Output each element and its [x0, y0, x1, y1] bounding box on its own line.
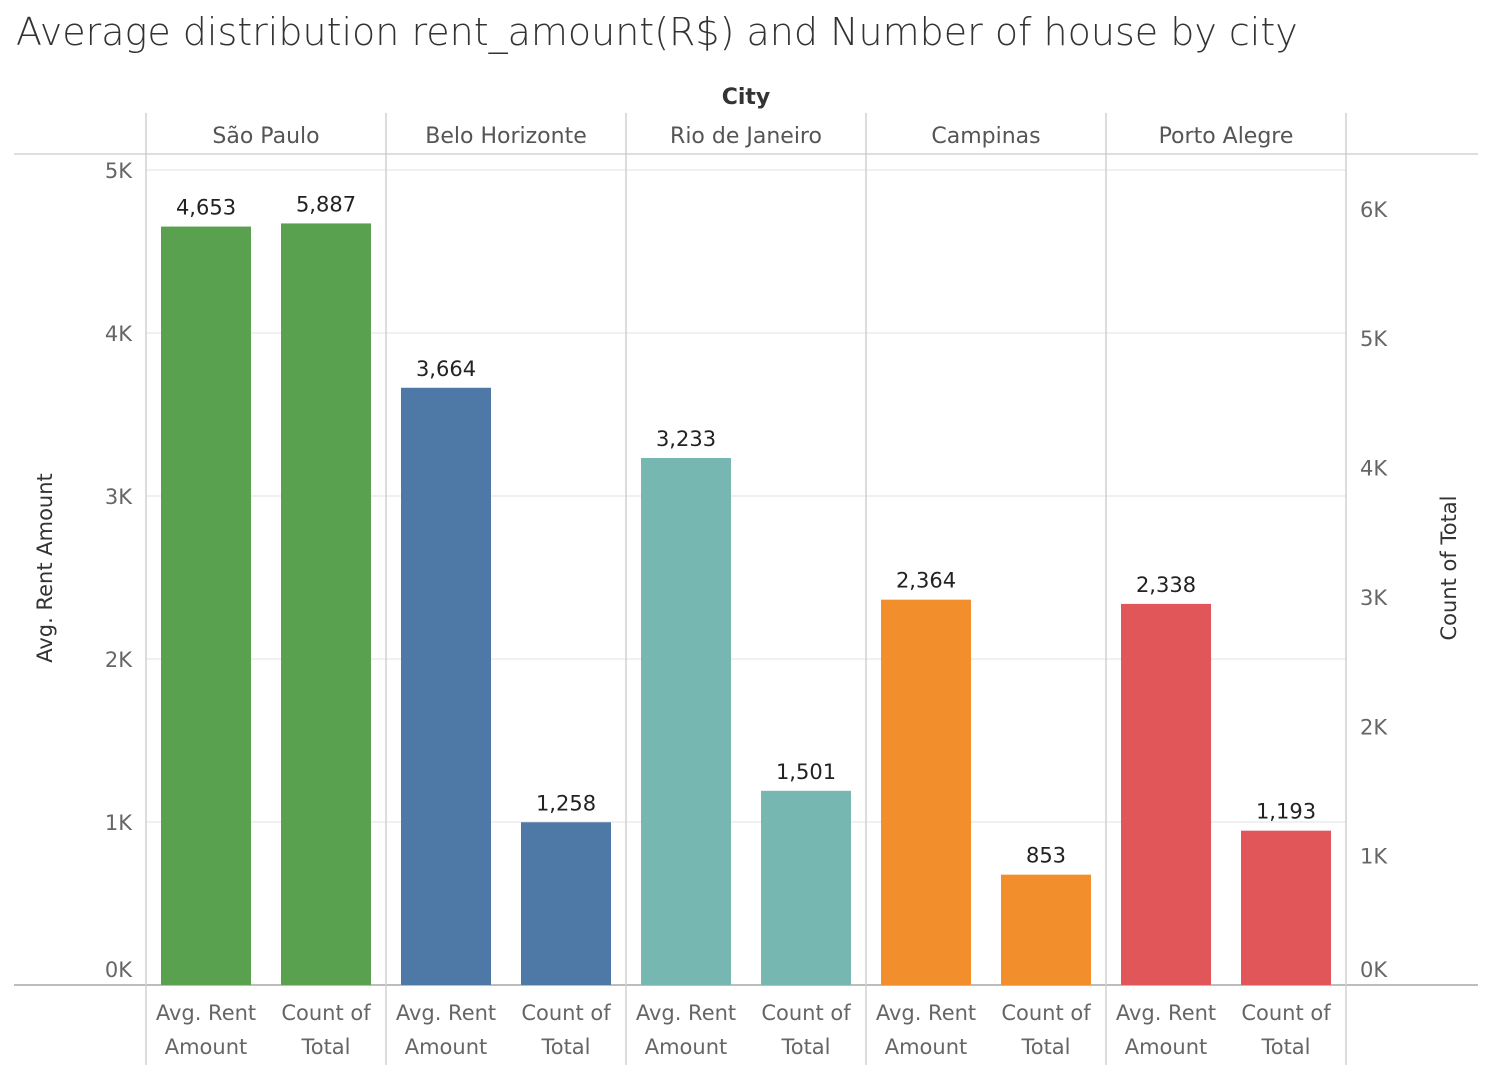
left-tick-label: 1K [105, 811, 133, 835]
data-label: 2,338 [1136, 573, 1196, 597]
measure-label-line1: Avg. Rent [636, 1001, 736, 1025]
measure-label-line2: Total [1260, 1035, 1310, 1059]
measure-label-line1: Avg. Rent [876, 1001, 976, 1025]
measure-label-line1: Avg. Rent [1116, 1001, 1216, 1025]
bar [641, 458, 731, 985]
measure-label-line2: Amount [165, 1035, 248, 1059]
right-tick-label: 0K [1360, 958, 1388, 982]
measure-label-line2: Total [780, 1035, 830, 1059]
left-axis-ticks: 0K 1K 2K 3K 4K 5K [105, 159, 133, 982]
measure-label-line1: Count of [281, 1001, 371, 1025]
measure-labels: Avg. Rent Amount Count of Total Avg. Rent Amo… [156, 1001, 1331, 1059]
measure-label-line2: Total [1020, 1035, 1070, 1059]
bar [281, 223, 371, 985]
right-tick-label: 5K [1360, 327, 1388, 351]
data-label: 3,233 [656, 427, 716, 451]
measure-label-line1: Avg. Rent [156, 1001, 256, 1025]
panel-frame [14, 113, 1478, 1065]
city-header: Belo Horizonte [425, 124, 586, 149]
right-tick-label: 4K [1360, 457, 1388, 481]
measure-label-line1: Count of [761, 1001, 851, 1025]
measure-label-line1: Count of [1001, 1001, 1091, 1025]
measure-label-line2: Amount [645, 1035, 728, 1059]
data-label: 2,364 [896, 569, 956, 593]
measure-label-line2: Amount [1125, 1035, 1208, 1059]
data-label: 3,664 [416, 357, 476, 381]
measure-label-line1: Count of [521, 1001, 611, 1025]
data-label: 1,258 [536, 791, 596, 815]
left-tick-label: 3K [105, 485, 133, 509]
right-tick-label: 2K [1360, 715, 1388, 739]
bars [161, 223, 1331, 985]
city-headers: São Paulo Belo Horizonte Rio de Janeiro Cam… [212, 124, 1293, 149]
measure-label-line1: Count of [1241, 1001, 1331, 1025]
bar [401, 387, 491, 985]
city-header: Porto Alegre [1159, 124, 1294, 149]
bar [1121, 603, 1211, 985]
chart-title: Average distribution rent_amount(R$) and… [16, 10, 1298, 55]
right-axis-title: Count of Total [1437, 495, 1461, 640]
city-header: Rio de Janeiro [670, 124, 822, 149]
data-labels: 4,653 5,887 3,664 1,258 3,233 1,501 2,364 853 2,… [176, 192, 1316, 867]
bar [761, 790, 851, 985]
left-tick-label: 0K [105, 958, 133, 982]
bar [161, 226, 251, 985]
data-label: 4,653 [176, 196, 236, 220]
measure-label-line2: Total [300, 1035, 350, 1059]
data-label: 853 [1026, 844, 1066, 868]
column-header-city: City [722, 85, 771, 110]
right-tick-label: 6K [1360, 198, 1388, 222]
city-header: Campinas [931, 124, 1040, 149]
bar [521, 822, 611, 985]
left-tick-label: 2K [105, 648, 133, 672]
data-label: 1,501 [776, 760, 836, 784]
bar [1241, 830, 1331, 985]
left-tick-label: 5K [105, 159, 133, 183]
data-label: 5,887 [296, 192, 356, 216]
data-label: 1,193 [1256, 800, 1316, 824]
measure-label-line2: Amount [405, 1035, 488, 1059]
left-axis-title: Avg. Rent Amount [33, 473, 57, 663]
measure-label-line2: Amount [885, 1035, 968, 1059]
bar [1001, 874, 1091, 985]
city-header: São Paulo [212, 124, 319, 149]
bar [881, 599, 971, 985]
left-tick-label: 4K [105, 322, 133, 346]
right-tick-label: 1K [1360, 845, 1388, 869]
measure-label-line1: Avg. Rent [396, 1001, 496, 1025]
right-axis-ticks: 0K 1K 2K 3K 4K 5K 6K [1360, 198, 1388, 982]
right-tick-label: 3K [1360, 586, 1388, 610]
measure-label-line2: Total [540, 1035, 590, 1059]
